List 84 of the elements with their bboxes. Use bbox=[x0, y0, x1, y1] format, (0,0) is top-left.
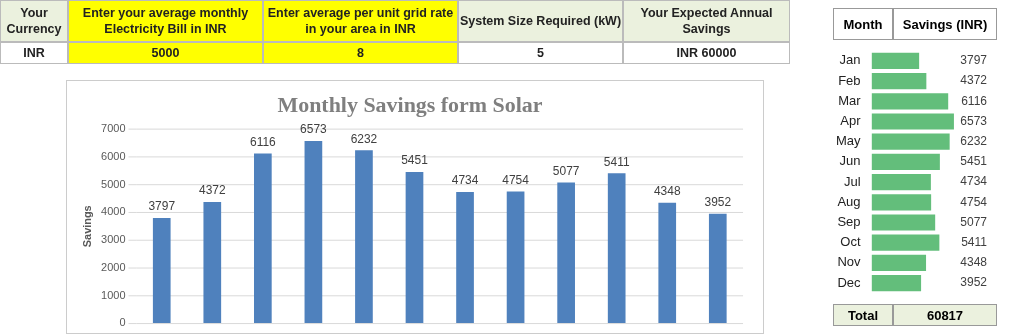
bar bbox=[871, 234, 940, 251]
data-label: 4348 bbox=[960, 255, 988, 270]
y-tick-label: Oct bbox=[840, 234, 861, 250]
data-label: 3797 bbox=[960, 53, 988, 68]
data-label: 5077 bbox=[552, 163, 580, 178]
bar bbox=[708, 213, 727, 323]
text: Enter average per unit grid rate in your area in INR bbox=[263, 0, 458, 42]
bar bbox=[355, 150, 373, 323]
data-label: 4348 bbox=[653, 184, 681, 199]
bar bbox=[557, 182, 575, 323]
data-label: 4754 bbox=[960, 194, 988, 209]
y-tick-label: Nov bbox=[837, 254, 862, 270]
data-label: 6232 bbox=[350, 131, 378, 146]
text: Your Currency bbox=[0, 0, 68, 42]
bar bbox=[203, 202, 222, 323]
data-label: 3952 bbox=[704, 195, 732, 210]
y-tick-label: Jun bbox=[839, 153, 861, 169]
data-label: 5077 bbox=[960, 214, 988, 229]
bar bbox=[871, 73, 927, 90]
bar bbox=[871, 194, 932, 211]
text: 8 bbox=[263, 42, 458, 64]
text: INR bbox=[0, 42, 68, 64]
y-tick-label: 4000 bbox=[101, 205, 126, 218]
data-label: 3952 bbox=[960, 275, 988, 290]
data-label: 5411 bbox=[603, 154, 630, 169]
y-tick-label: May bbox=[836, 133, 862, 149]
y-tick-label: Feb bbox=[838, 72, 861, 88]
y-tick-label: Apr bbox=[840, 113, 862, 129]
text: Your Expected Annual Savings bbox=[623, 0, 790, 42]
data-label: 5451 bbox=[960, 154, 988, 169]
bar bbox=[871, 174, 931, 191]
data-label: 4754 bbox=[502, 172, 530, 187]
text: System Size Required (kW) bbox=[458, 0, 623, 42]
bar bbox=[871, 133, 950, 150]
text: Enter your average monthly Electricity Bill in INR bbox=[68, 0, 263, 42]
y-tick-label: 3000 bbox=[101, 233, 126, 246]
data-label: 6116 bbox=[249, 134, 277, 149]
y-tick-label: Jan bbox=[839, 52, 861, 68]
bar bbox=[871, 275, 922, 292]
data-label: 5411 bbox=[961, 235, 988, 250]
y-axis-title: Savings bbox=[80, 205, 93, 248]
bar bbox=[871, 93, 949, 110]
text: 60817 bbox=[893, 304, 997, 326]
bar bbox=[871, 113, 954, 130]
data-label: 4734 bbox=[451, 173, 479, 188]
data-label: 3797 bbox=[148, 199, 176, 214]
y-tick-label: 1000 bbox=[101, 288, 126, 301]
text: Total bbox=[833, 304, 893, 326]
bar bbox=[152, 218, 171, 323]
data-label: 4372 bbox=[960, 73, 988, 88]
chart-title: Monthly Savings form Solar bbox=[277, 92, 543, 117]
y-tick-label: 0 bbox=[119, 316, 126, 329]
bar bbox=[607, 173, 626, 323]
bar bbox=[871, 153, 940, 170]
bar bbox=[871, 254, 927, 271]
y-tick-label: Jul bbox=[843, 173, 861, 189]
y-tick-label: 2000 bbox=[101, 260, 126, 273]
bar bbox=[304, 140, 323, 323]
y-tick-label: Aug bbox=[837, 193, 861, 209]
data-label: 4372 bbox=[199, 183, 226, 198]
data-label: 6573 bbox=[960, 113, 988, 128]
bar bbox=[456, 191, 474, 323]
bar bbox=[871, 214, 936, 231]
y-tick-label: Dec bbox=[837, 274, 862, 290]
data-label: 6116 bbox=[961, 93, 988, 108]
text: 5000 bbox=[68, 42, 263, 64]
y-axis-title: Month bbox=[833, 8, 893, 40]
data-label: 5451 bbox=[401, 153, 429, 168]
data-label: 4734 bbox=[960, 174, 988, 189]
text: INR 60000 bbox=[623, 42, 790, 64]
bar bbox=[871, 52, 920, 69]
bar bbox=[506, 191, 525, 323]
y-tick-label: 6000 bbox=[101, 149, 126, 162]
y-tick-label: Mar bbox=[838, 92, 862, 108]
y-tick-label: Sep bbox=[837, 214, 861, 230]
data-label: 6573 bbox=[300, 122, 328, 137]
bar bbox=[405, 172, 424, 323]
data-label: 6232 bbox=[960, 134, 988, 149]
x-axis-title: Savings (INR) bbox=[893, 8, 997, 40]
bar bbox=[658, 202, 677, 323]
y-tick-label: 7000 bbox=[101, 122, 126, 135]
y-tick-label: 5000 bbox=[101, 177, 126, 190]
bar bbox=[254, 153, 272, 323]
text: 5 bbox=[458, 42, 623, 64]
